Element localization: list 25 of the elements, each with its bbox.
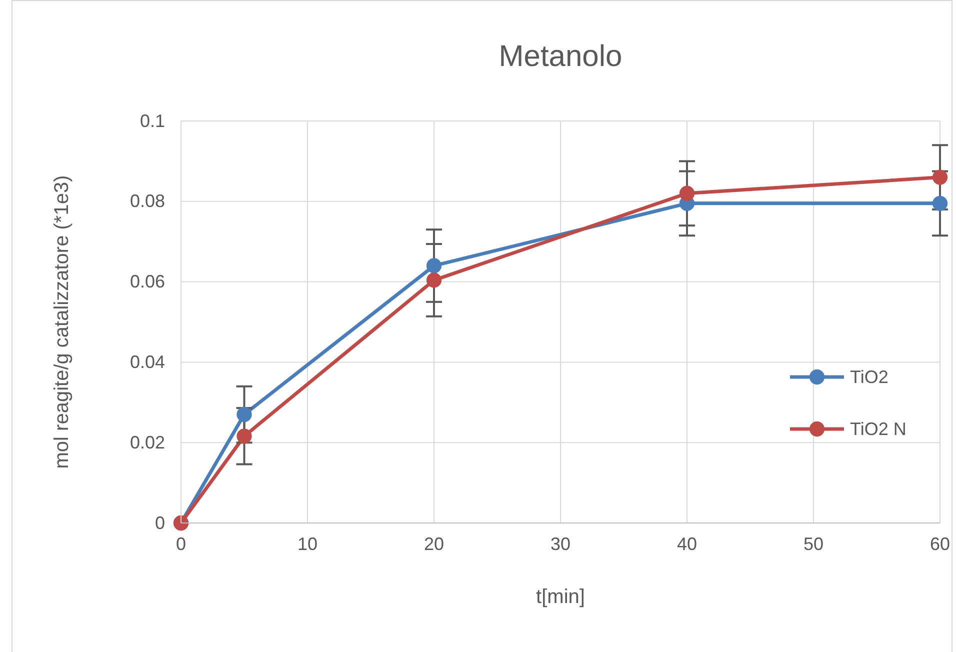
chart-title: Metanolo <box>498 40 622 73</box>
point <box>426 272 442 288</box>
x-tick-label: 20 <box>424 534 444 554</box>
x-tick-label: 60 <box>930 534 950 554</box>
y-tick-label: 0.04 <box>130 352 165 372</box>
legend-label: TiO2 <box>850 367 888 387</box>
y-tick-label: 0.02 <box>130 432 165 452</box>
point <box>932 196 948 211</box>
point <box>236 406 252 422</box>
y-tick-label: 0.08 <box>130 191 165 212</box>
point <box>236 428 252 444</box>
point <box>679 186 695 201</box>
y-tick-label: 0.06 <box>130 272 165 292</box>
y-tick-label: 0 <box>154 512 165 533</box>
y-axis-title: mol reagite/g catalizzatore (*1e3) <box>51 175 73 469</box>
x-tick-label: 50 <box>803 534 824 554</box>
x-tick-label: 0 <box>176 534 186 554</box>
x-axis-title: t[min] <box>536 586 585 608</box>
x-tick-label: 10 <box>297 534 318 554</box>
x-tick-label: 30 <box>550 534 571 554</box>
x-tick-label: 40 <box>676 534 698 554</box>
legend-label: TiO2 N <box>850 419 906 439</box>
point <box>932 170 948 185</box>
point <box>426 258 442 274</box>
y-tick-label: 0.1 <box>140 110 165 131</box>
